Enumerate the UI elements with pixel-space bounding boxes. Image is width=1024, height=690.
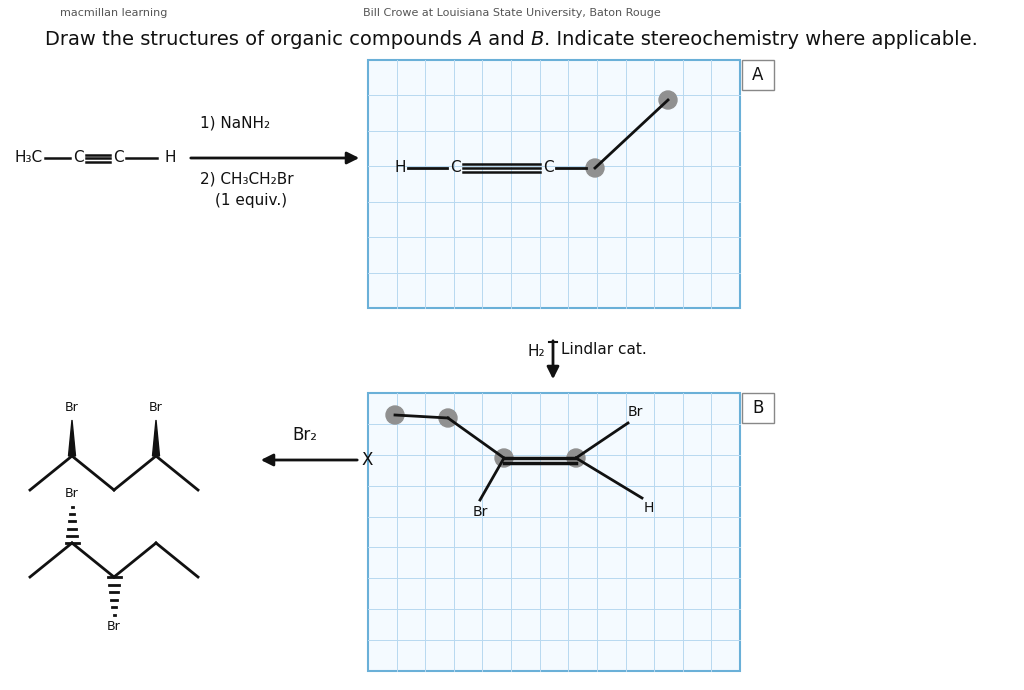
Polygon shape: [69, 420, 76, 456]
Text: H: H: [165, 150, 176, 166]
Text: H: H: [394, 161, 406, 175]
Text: A: A: [468, 30, 481, 49]
Text: A: A: [753, 66, 764, 84]
Text: H: H: [644, 501, 654, 515]
Text: Br: Br: [66, 401, 79, 414]
Text: 2) CH₃CH₂Br: 2) CH₃CH₂Br: [200, 172, 294, 187]
Text: H₃C: H₃C: [15, 150, 43, 166]
Circle shape: [439, 409, 457, 427]
Text: X: X: [362, 451, 374, 469]
Text: Bill Crowe at Louisiana State University, Baton Rouge: Bill Crowe at Louisiana State University…: [364, 8, 660, 18]
Text: C: C: [73, 150, 83, 166]
Text: Br: Br: [150, 401, 163, 414]
Text: 1) NaNH₂: 1) NaNH₂: [200, 115, 270, 130]
Text: C: C: [450, 161, 461, 175]
Circle shape: [659, 91, 677, 109]
Bar: [742, 393, 774, 423]
Bar: [742, 60, 774, 90]
Text: Br: Br: [472, 505, 487, 519]
Polygon shape: [153, 420, 160, 456]
Text: . Indicate stereochemistry where applicable.: . Indicate stereochemistry where applica…: [544, 30, 978, 49]
Text: H₂: H₂: [527, 344, 545, 359]
Text: Draw the structures of organic compounds: Draw the structures of organic compounds: [45, 30, 468, 49]
Text: Br: Br: [628, 405, 643, 419]
Text: B: B: [530, 30, 544, 49]
Circle shape: [567, 449, 585, 467]
Text: B: B: [753, 399, 764, 417]
Text: Br₂: Br₂: [293, 426, 317, 444]
Bar: [368, 393, 740, 671]
Text: Br: Br: [66, 487, 79, 500]
Text: C: C: [113, 150, 123, 166]
Text: and: and: [481, 30, 530, 49]
Bar: [368, 60, 740, 308]
Circle shape: [586, 159, 604, 177]
Text: Lindlar cat.: Lindlar cat.: [561, 342, 647, 357]
Circle shape: [495, 449, 513, 467]
Text: macmillan learning: macmillan learning: [60, 8, 167, 18]
Text: Br: Br: [108, 620, 121, 633]
Text: (1 equiv.): (1 equiv.): [215, 193, 287, 208]
Circle shape: [386, 406, 404, 424]
Text: C: C: [543, 161, 553, 175]
